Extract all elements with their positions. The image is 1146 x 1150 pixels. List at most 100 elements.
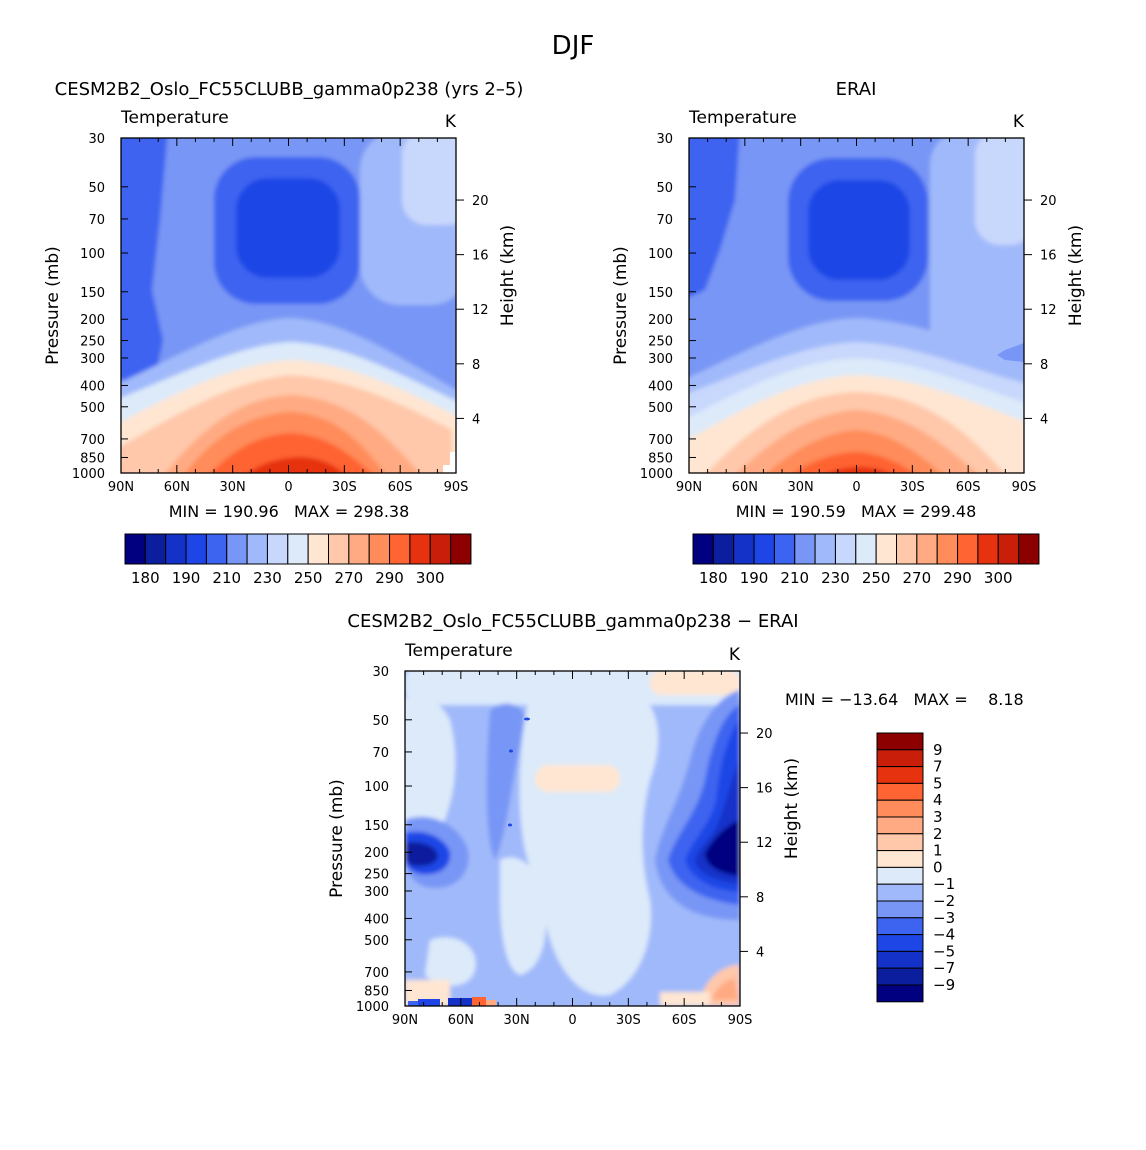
model-colorbar-label: 190 (172, 569, 201, 587)
model-colorbar-swatch (389, 533, 411, 565)
obs-colorbar-swatch (753, 533, 775, 565)
model-fill-band-8 (248, 457, 344, 473)
model-x-tick-label: 90N (108, 480, 134, 495)
obs-contour-field (689, 138, 1024, 473)
diff-colorbar-label: −4 (933, 926, 955, 944)
diff-y-axis-title: Pressure (mb) (327, 779, 347, 898)
obs-right-axis-title: Height (km) (1066, 225, 1086, 326)
obs-colorbar: 180 190 210 230 250 270 290 300 (692, 533, 1040, 587)
diff-x-tick-label: 0 (568, 1013, 576, 1028)
model-x-tick-label: 0 (284, 480, 292, 495)
obs-colorbar-label: 270 (903, 569, 932, 587)
obs-y-tick-label: 1000 (640, 467, 673, 482)
obs-colorbar-swatch (733, 533, 755, 565)
model-colorbar-swatch (144, 533, 167, 565)
diff-right-tick-label: 4 (756, 945, 764, 960)
diff-colorbar-label: −3 (933, 909, 955, 927)
model-colorbar-swatch (287, 533, 309, 565)
diff-x-tick-label: 90S (728, 1013, 753, 1028)
obs-colorbar-swatch (1018, 533, 1040, 565)
model-right-tick-label: 12 (472, 303, 489, 318)
model-y-tick-label: 50 (88, 181, 105, 196)
diff-noise-1 (418, 999, 440, 1006)
obs-x-tick-label: 90S (1012, 480, 1037, 495)
model-panel: CESM2B2_Oslo_FC55CLUBB_gamma0p238 (yrs 2… (43, 79, 523, 587)
diff-noise-5 (408, 1001, 418, 1006)
obs-colorbar-label: 300 (984, 569, 1013, 587)
diff-y-tick-label: 500 (364, 934, 389, 949)
diff-colorbar-label: −1 (933, 875, 955, 893)
diff-x-tick-label: 60S (672, 1013, 697, 1028)
diff-colorbar-label: −2 (933, 892, 955, 910)
diff-colorbar-swatch (876, 917, 924, 936)
model-colorbar-swatch (124, 533, 146, 565)
obs-subtitle-right: K (1013, 112, 1025, 132)
diff-y-tick-label: 850 (364, 984, 389, 999)
diff-y-tick-label: 250 (364, 868, 389, 883)
diff-x-tick-label: 90N (392, 1013, 418, 1028)
obs-y-tick-label: 300 (648, 352, 673, 367)
diff-colorbar-label: 7 (933, 758, 943, 776)
model-right-tick-label: 4 (472, 412, 480, 427)
model-subtitle-left: Temperature (120, 108, 229, 128)
diff-plot-area (405, 671, 740, 1006)
diff-colorbar-swatch (876, 984, 924, 1003)
model-colorbar-swatch (165, 533, 187, 565)
diff-colorbar-swatch (876, 850, 924, 868)
model-colorbar-swatch (226, 533, 248, 565)
diff-speck-1 (524, 717, 530, 721)
obs-colorbar-swatch (773, 533, 796, 565)
obs-plot-area (689, 138, 1024, 473)
obs-y-tick-label: 200 (648, 313, 673, 328)
model-fill-band-7 (211, 433, 372, 473)
obs-fill-cold-inner (808, 180, 910, 280)
diff-y-tick-label: 100 (364, 780, 389, 795)
model-subtitle-right: K (445, 112, 457, 132)
obs-colorbar-label: 290 (943, 569, 972, 587)
diff-fill-north-core (405, 842, 438, 867)
diff-colorbar-label: −5 (933, 942, 955, 960)
model-colorbar-swatch (348, 533, 370, 565)
obs-x-tick-label: 60N (732, 480, 758, 495)
diff-right-axis-title: Height (km) (782, 758, 802, 859)
diff-colorbar-swatch (876, 766, 924, 784)
diff-axes: 90N 60N 30N 0 30S 60S 90S 30 50 70 100 150 200 250 300… (327, 665, 802, 1028)
model-y-tick-label: 500 (80, 401, 105, 416)
obs-y-tick-label: 30 (656, 132, 673, 147)
diff-fill-warm-top-right (650, 671, 740, 695)
diff-colorbar-label: 3 (933, 808, 943, 826)
model-right-axis-title: Height (km) (498, 225, 518, 326)
obs-colorbar-swatch (896, 533, 918, 565)
model-x-tick-label: 30N (220, 480, 246, 495)
model-colorbar-label: 250 (294, 569, 323, 587)
obs-right-tick-label: 16 (1040, 249, 1057, 264)
diff-noise-3 (472, 997, 486, 1006)
model-fill-topright-corner (402, 138, 456, 225)
model-colorbar-label: 210 (212, 569, 241, 587)
diff-colorbar-label: 5 (933, 774, 943, 792)
diff-y-tick-label: 300 (364, 885, 389, 900)
diff-x-tick-label: 60N (448, 1013, 474, 1028)
diff-fill-warm-surface-band (660, 992, 710, 1006)
obs-fill-band-7 (767, 430, 942, 473)
diff-min-max: MIN = −13.64 MAX = 8.18 (785, 690, 1024, 709)
diff-y-tick-label: 50 (372, 714, 389, 729)
model-min-max: MIN = 190.96 MAX = 298.38 (169, 502, 410, 521)
diff-colorbar-swatch (876, 967, 924, 986)
model-x-tick-label: 30S (332, 480, 357, 495)
diff-colorbar-label: 9 (933, 741, 943, 759)
diff-colorbar-swatch (876, 816, 924, 835)
diff-panel: CESM2B2_Oslo_FC55CLUBB_gamma0p238 − ERAI… (327, 611, 1024, 1028)
model-colorbar-swatch (429, 533, 452, 565)
model-x-tick-label: 60N (164, 480, 190, 495)
obs-y-tick-label: 700 (648, 433, 673, 448)
obs-colorbar-swatch (855, 533, 877, 565)
model-y-axis-title: Pressure (mb) (43, 246, 63, 365)
diff-y-tick-label: 1000 (356, 1000, 389, 1015)
diff-speck-2 (509, 749, 513, 753)
obs-right-tick-label: 20 (1040, 194, 1057, 209)
model-missing-data-mask (378, 452, 456, 473)
diff-subtitle-left: Temperature (404, 641, 513, 661)
